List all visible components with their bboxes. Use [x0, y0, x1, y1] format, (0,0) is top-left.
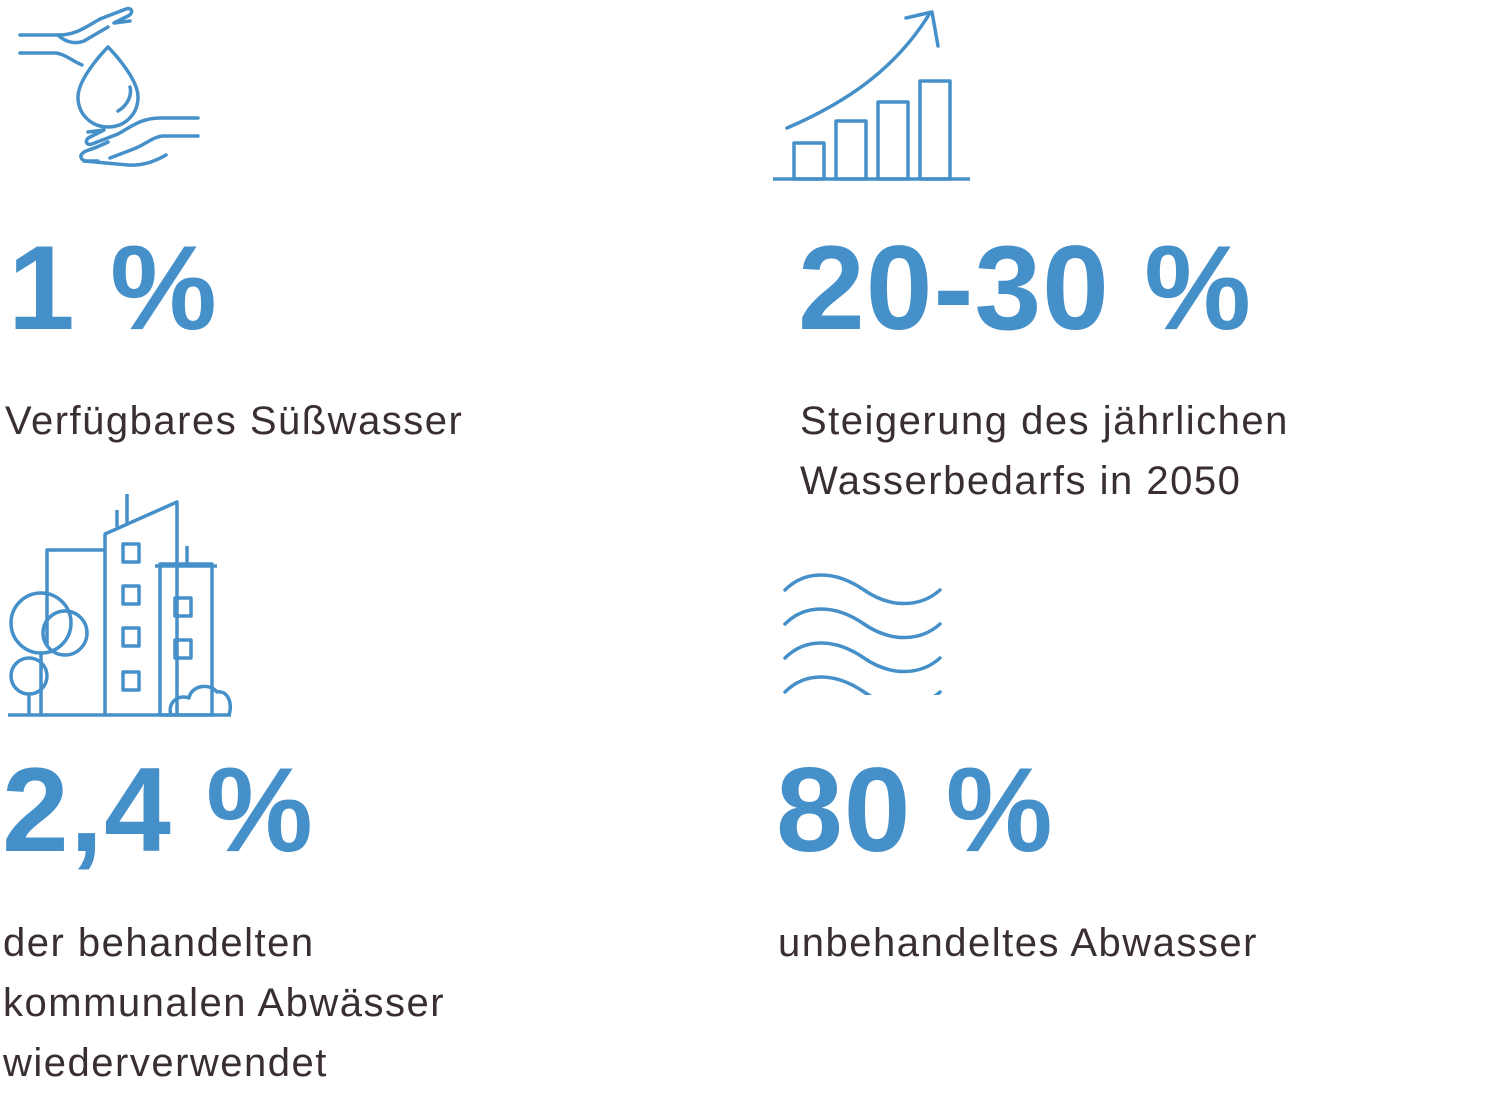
- caption-line: Steigerung des jährlichen: [800, 399, 1289, 443]
- untreated-wastewater-percentage: 80 %: [776, 743, 1054, 877]
- water-waves-icon: [780, 570, 948, 695]
- caption-line: wiederverwendet: [3, 1041, 328, 1085]
- rising-bar-chart-icon: [770, 8, 975, 188]
- fresh-water-caption: Verfügbares Süßwasser: [5, 391, 463, 451]
- water-demand-percentage: 20-30 %: [798, 221, 1252, 355]
- hands-water-drop-icon: [18, 5, 203, 180]
- untreated-wastewater-caption: unbehandeltes Abwasser: [778, 913, 1258, 973]
- caption-line: kommunalen Abwässer: [3, 981, 446, 1025]
- reused-wastewater-caption: der behandelten kommunalen Abwässer wied…: [3, 913, 445, 1093]
- caption-line: Verfügbares Süßwasser: [5, 399, 464, 443]
- fresh-water-percentage: 1 %: [8, 221, 218, 355]
- caption-line: unbehandeltes Abwasser: [778, 921, 1258, 965]
- caption-line: Wasserbedarfs in 2050: [800, 459, 1242, 503]
- reused-wastewater-percentage: 2,4 %: [2, 743, 314, 877]
- caption-line: der behandelten: [3, 921, 315, 965]
- city-buildings-trees-icon: [5, 490, 235, 720]
- water-demand-caption: Steigerung des jährlichen Wasserbedarfs …: [800, 391, 1289, 511]
